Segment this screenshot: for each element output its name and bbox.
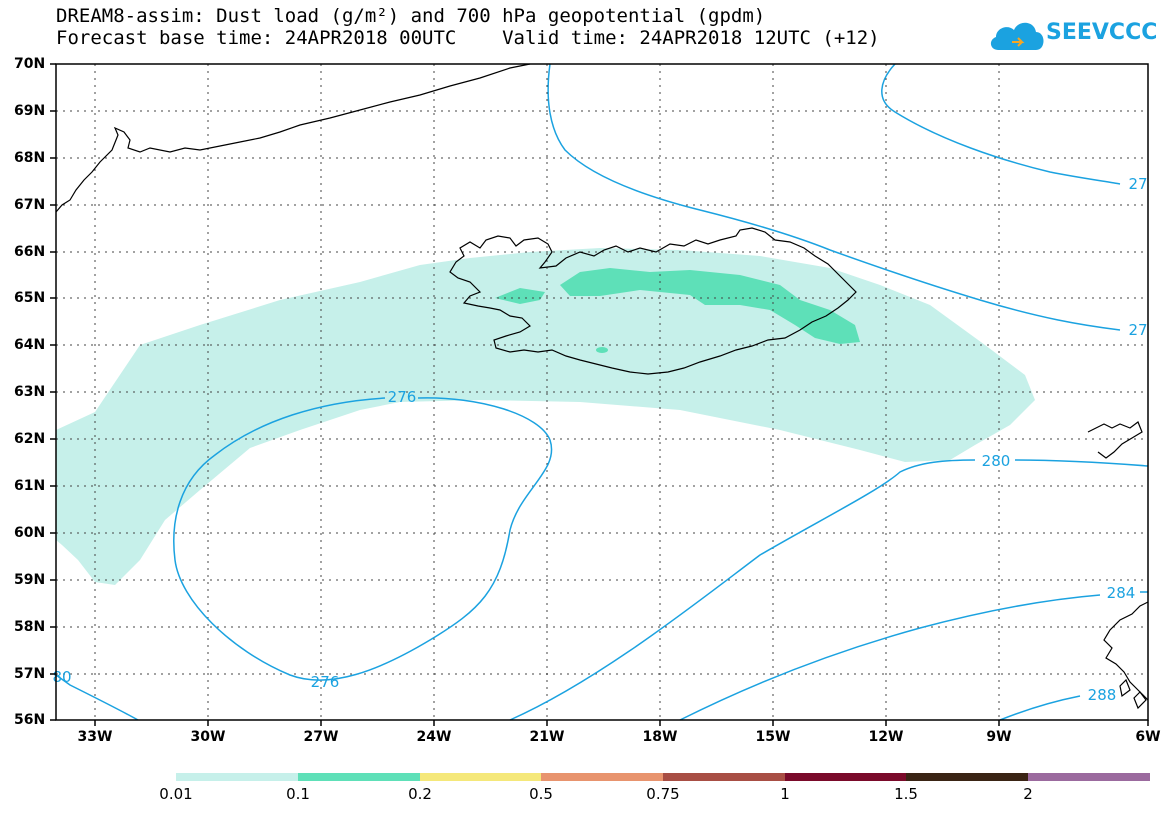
contour-280-left (55, 674, 139, 721)
iceland-coast (449, 227, 857, 375)
coastlines (55, 63, 1149, 710)
geopotential-contours (55, 63, 1149, 721)
colorbar-swatch (785, 773, 906, 781)
lat-label: 68N (14, 150, 46, 166)
hebrides-coast (1133, 691, 1147, 710)
contour-288 (999, 695, 1081, 721)
colorbar-swatch (176, 773, 298, 781)
lon-label: 9W (986, 729, 1012, 745)
contour-272-b (881, 63, 1121, 185)
colorbar-swatch (663, 773, 785, 781)
contour-label: 288 (1088, 686, 1117, 704)
lat-label: 57N (14, 666, 46, 682)
colorbar-swatch (906, 773, 1028, 781)
dust-area-mid (596, 347, 608, 353)
contour-label: 284 (1107, 584, 1136, 602)
grid-lines (56, 64, 1148, 720)
lat-label: 67N (14, 197, 46, 213)
dust-area-low (56, 248, 1035, 585)
contour-276 (173, 397, 553, 681)
lon-label: 30W (190, 729, 226, 745)
contour-label: 276 (388, 388, 417, 406)
lat-label: 56N (14, 712, 46, 728)
lat-label: 70N (14, 56, 46, 72)
contour-label: 27 (1128, 321, 1147, 339)
lat-label: 69N (14, 103, 46, 119)
dust-area-mid (560, 268, 860, 344)
cloud-logo-icon (990, 22, 1044, 50)
lon-label: 33W (77, 729, 113, 745)
lon-label: 15W (755, 729, 791, 745)
lon-label: 21W (529, 729, 565, 745)
chart-subtitle: Forecast base time: 24APR2018 00UTC Vali… (56, 27, 880, 49)
colorbar-label: 0.01 (159, 785, 193, 803)
greenland-coast (55, 63, 531, 213)
faroe-coast (1087, 421, 1143, 459)
chart-title: DREAM8-assim: Dust load (g/m²) and 700 h… (56, 5, 766, 27)
colorbar-label: 0.5 (529, 785, 553, 803)
lat-label: 58N (14, 619, 46, 635)
colorbar-swatch (541, 773, 663, 781)
colorbar-swatch (420, 773, 541, 781)
colorbar-label: 1 (780, 785, 790, 803)
lon-label: 12W (868, 729, 904, 745)
lat-label: 61N (14, 478, 46, 494)
contour-284 (679, 591, 1148, 721)
lat-label: 59N (14, 572, 46, 588)
dust-area-mid (495, 288, 545, 304)
colorbar-label: 0.75 (646, 785, 680, 803)
colorbar (176, 773, 1150, 781)
scotland-coast (1103, 601, 1149, 701)
colorbar-label: 0.1 (286, 785, 310, 803)
logo-text: SEEVCCC (1046, 20, 1158, 45)
lat-label: 66N (14, 244, 46, 260)
lon-label: 27W (303, 729, 339, 745)
lat-label: 60N (14, 525, 46, 541)
lon-label: 6W (1135, 729, 1161, 745)
colorbar-swatch (1028, 773, 1150, 781)
lon-label: 24W (416, 729, 452, 745)
lat-label: 62N (14, 431, 46, 447)
contour-label: 27 (1128, 175, 1147, 193)
colorbar-label: 2 (1023, 785, 1033, 803)
lat-label: 64N (14, 337, 46, 353)
colorbar-label: 1.5 (894, 785, 918, 803)
lat-label: 63N (14, 384, 46, 400)
contour-label: 276 (311, 673, 340, 691)
colorbar-label: 0.2 (408, 785, 432, 803)
contour-label: 80 (52, 668, 71, 686)
tick-marks (50, 63, 1149, 726)
colorbar-swatch (298, 773, 420, 781)
lon-label: 18W (642, 729, 678, 745)
contour-label: 280 (982, 452, 1011, 470)
contour-272-a (547, 63, 1121, 331)
contour-280 (509, 459, 1149, 721)
lat-label: 65N (14, 290, 46, 306)
hebrides-coast (1119, 678, 1131, 698)
